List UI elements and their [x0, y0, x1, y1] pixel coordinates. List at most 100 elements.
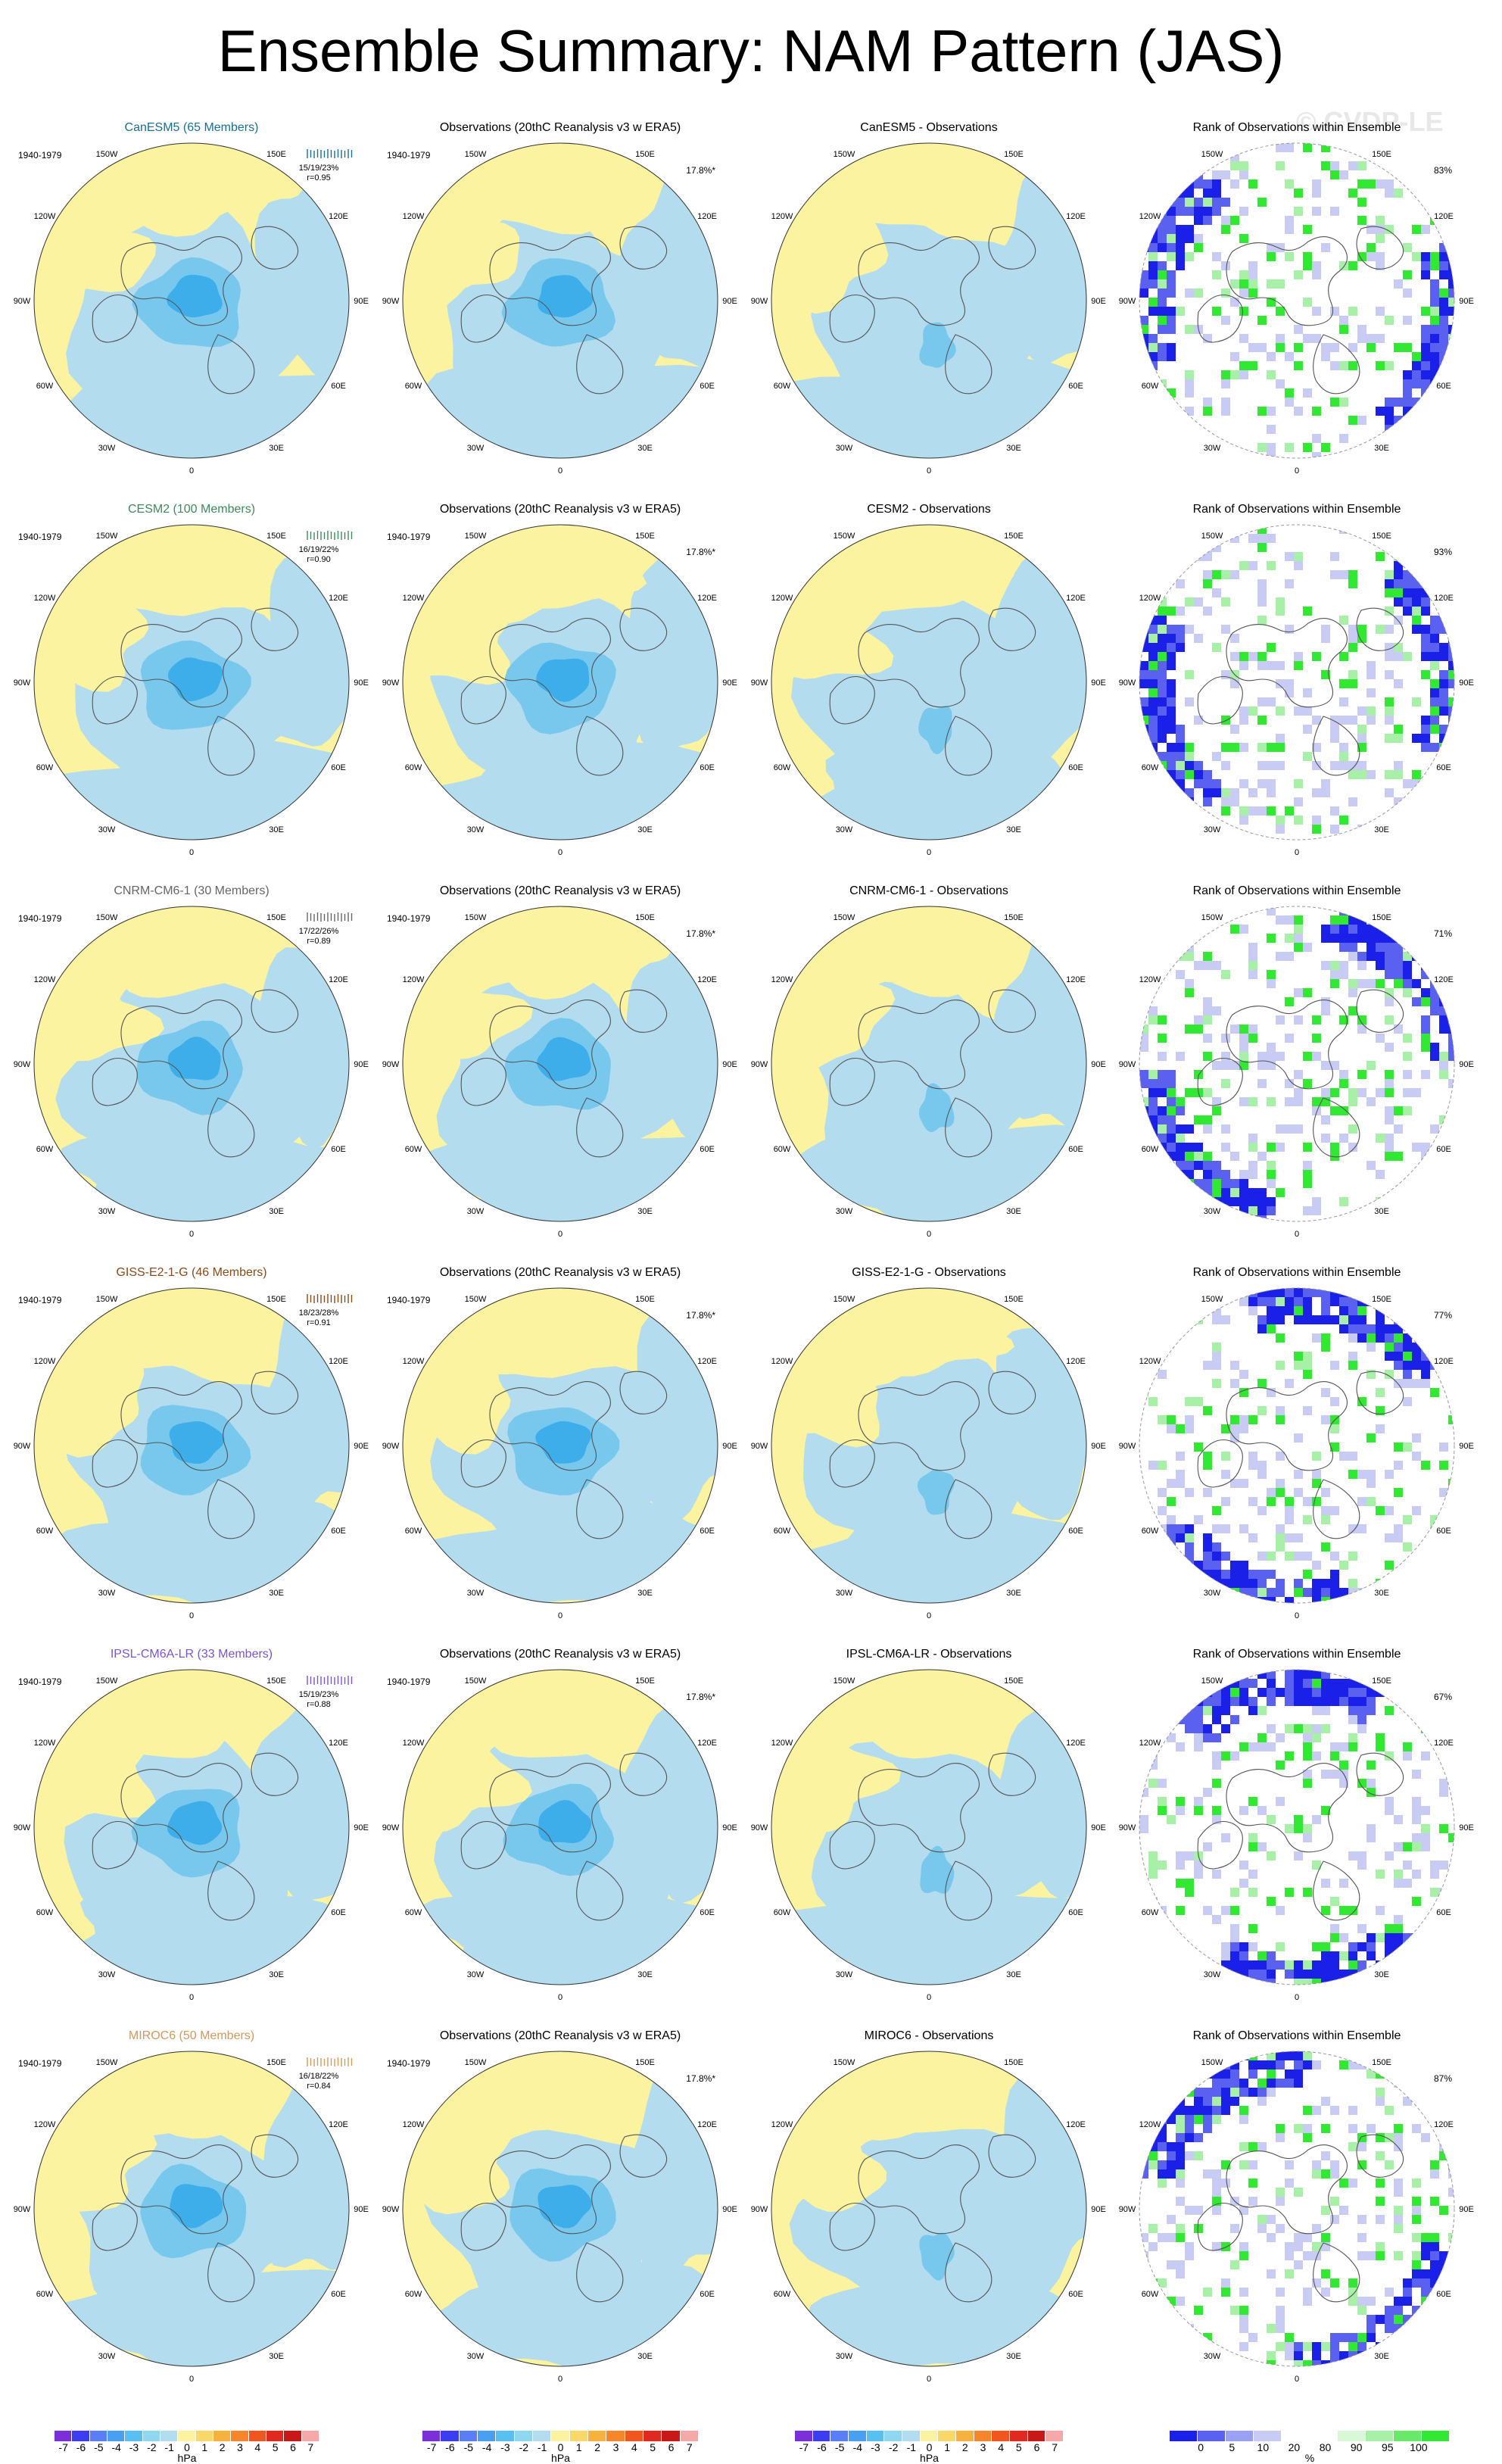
rank-cell — [1276, 1015, 1285, 1025]
rank-cell — [1158, 2351, 1167, 2360]
rank-cell — [1448, 2324, 1454, 2333]
coastline — [460, 1439, 506, 1488]
rank-cell — [1158, 325, 1167, 334]
rank-cell — [1366, 243, 1376, 252]
rank-cell — [1412, 979, 1421, 988]
rank-cell — [1421, 2269, 1430, 2278]
rank-cell — [1330, 806, 1339, 816]
rank-cell — [1230, 1197, 1239, 1206]
rank-cell — [1312, 1733, 1321, 1742]
rank-cell — [1257, 1324, 1267, 1333]
longitude-label: 120W — [403, 1357, 425, 1366]
rank-cell — [1376, 2133, 1385, 2142]
longitude-label: 30E — [269, 825, 284, 834]
rank-cell — [1194, 2133, 1203, 2142]
longitude-label: 90W — [751, 1823, 768, 1832]
rank-cell — [1439, 1052, 1448, 1061]
rank-cell — [1276, 343, 1285, 352]
rank-cell — [1248, 652, 1257, 661]
rank-cell — [1230, 2088, 1239, 2097]
rank-cell — [1194, 1570, 1203, 1579]
rank-cell — [1276, 2306, 1285, 2315]
longitude-label: 150E — [1004, 1295, 1024, 1304]
coastline — [858, 1000, 980, 1090]
colorbar-tick-label: -2 — [147, 2441, 157, 2453]
coastline — [460, 294, 506, 343]
longitude-label: 30W — [98, 2352, 116, 2361]
longitude-label: 90E — [1459, 1823, 1474, 1832]
rank-cell — [1339, 1588, 1348, 1597]
rank-cell — [1403, 416, 1412, 425]
rank-cell — [1167, 697, 1176, 706]
rank-cell — [1385, 1533, 1394, 1542]
rank-cell — [1267, 1979, 1276, 1985]
rank-cell — [1221, 1579, 1230, 1588]
rank-cell — [1267, 1161, 1276, 1170]
longitude-label: 90E — [354, 297, 369, 306]
rank-cell — [1176, 2051, 1185, 2060]
rank-cell — [1394, 2224, 1403, 2233]
rank-cell — [1357, 525, 1366, 534]
rank-cell — [1421, 1706, 1430, 1715]
rank-cell — [1312, 1479, 1321, 1488]
rank-cell — [1167, 2051, 1176, 2060]
rank-cell — [1366, 1779, 1376, 1788]
longitude-label: 90W — [14, 297, 31, 306]
difference-title: CESM2 - Observations — [867, 503, 991, 516]
rank-cell — [1321, 1960, 1330, 1970]
rank-cell — [1267, 1688, 1276, 1697]
rank-cell — [1185, 170, 1194, 179]
rank-cell — [1439, 361, 1448, 370]
colorbar-swatch — [1198, 2431, 1226, 2441]
longitude-label: 120E — [329, 212, 348, 221]
rank-cell — [1185, 379, 1194, 388]
rank-cell — [1285, 2051, 1294, 2060]
rank-cell — [1430, 407, 1439, 416]
rank-cell — [1403, 2315, 1412, 2324]
positive-anomaly-region — [80, 2063, 263, 2139]
colorbar-swatch — [248, 2431, 266, 2441]
colorbar-swatch — [830, 2431, 849, 2441]
rank-cell — [1139, 1206, 1148, 1215]
rank-panel: Rank of Observations within Ensemble 77% 1… — [1119, 1266, 1475, 1648]
polar-map: 180150E120E90E60E30E030W60W90W120W150W — [1119, 1272, 1475, 1646]
rank-cell — [1221, 743, 1230, 752]
rank-cell — [1203, 961, 1212, 970]
rank-cell — [1158, 1170, 1167, 1179]
rank-cell — [1321, 670, 1330, 679]
rank-cell — [1230, 1715, 1239, 1724]
rank-cell — [1239, 2342, 1248, 2351]
rank-cell — [1203, 952, 1212, 961]
rank-cell — [1230, 279, 1239, 289]
pattern-stats: 17/22/26% r=0.89 — [292, 927, 345, 947]
colorbar-swatch — [1170, 2431, 1198, 2441]
rank-cell — [1312, 743, 1321, 752]
rank-cell — [1167, 797, 1176, 806]
rank-cell — [1194, 216, 1203, 225]
negative-anomaly-center — [167, 1037, 221, 1081]
rank-cell — [1267, 2233, 1276, 2242]
rank-cell — [1267, 1724, 1276, 1733]
rank-cell — [1194, 2306, 1203, 2315]
rank-cell — [1267, 2069, 1276, 2079]
rank-cell — [1276, 597, 1285, 607]
rank-cell — [1394, 1306, 1403, 1315]
rank-title: Rank of Observations within Ensemble — [1192, 884, 1401, 897]
rank-cell — [1158, 307, 1167, 316]
rank-cell — [1230, 634, 1239, 643]
rank-cell — [1212, 2069, 1221, 2079]
longitude-label: 150W — [465, 150, 487, 159]
rank-cell — [1248, 961, 1257, 970]
coastline — [120, 1381, 242, 1471]
rank-cell — [1448, 1179, 1454, 1188]
colorbar-swatch — [89, 2431, 108, 2441]
rank-cell — [1439, 1724, 1448, 1733]
longitude-label: 90W — [382, 2205, 400, 2214]
rank-cell — [1366, 2333, 1376, 2342]
rank-cell — [1285, 388, 1294, 398]
rank-cell — [1212, 1697, 1221, 1706]
rank-cell — [1330, 970, 1339, 979]
rank-cell — [1294, 943, 1303, 952]
rank-cell — [1448, 2160, 1454, 2169]
rank-cell — [1148, 834, 1158, 840]
